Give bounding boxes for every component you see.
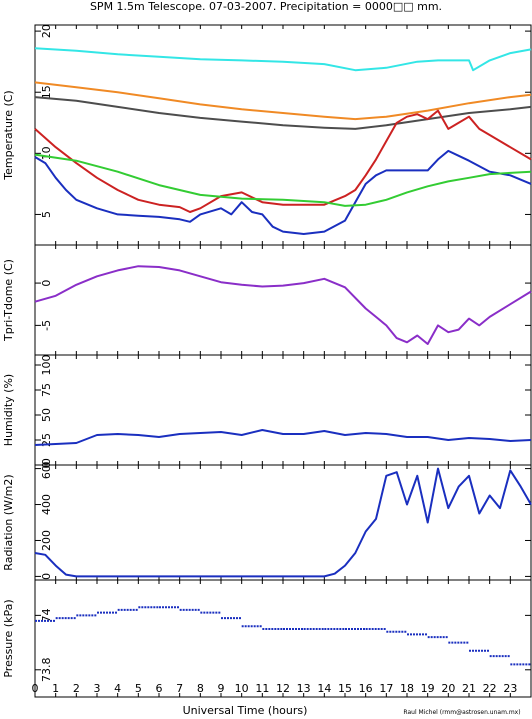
y-axis-label: Pressure (kPa) [2,599,15,677]
x-tick-label: 6 [156,682,163,695]
x-tick-label: 18 [400,682,414,695]
x-tick-label: 1 [52,682,59,695]
x-tick-label: 7 [176,682,183,695]
x-tick-label: 21 [462,682,476,695]
series-line-1 [34,81,532,121]
credit-text: Raul Michel (rmm@astrosen.unam.mx) [403,709,520,716]
panel-1: 0 -5 Tpri-Tdome (C) [2,244,532,356]
y-axis-label: Radiation (W/m2) [2,474,15,570]
x-tick-label: 19 [421,682,435,695]
y-tick-label: 5 [40,211,53,218]
panel-frame [34,354,532,466]
series-line-2 [34,96,532,130]
x-tick-label: 20 [441,682,455,695]
x-axis-label: Universal Time (hours) [183,704,308,717]
x-tick-label: 14 [317,682,331,695]
x-tick-label: 3 [94,682,101,695]
y-axis-label: Tpri-Tdome (C) [2,259,15,342]
y-tick-label: 0 [40,280,53,287]
x-tick-label: 22 [483,682,497,695]
y-tick-label: 0 [40,573,53,580]
series-line-0 [34,265,532,345]
y-tick-label: 15 [40,85,53,99]
series-line-5 [34,153,532,207]
y-tick-label: 74 [40,608,53,622]
x-tick-label: 10 [235,682,249,695]
chart-title: SPM 1.5m Telescope. 07-03-2007. Precipit… [89,0,443,13]
x-tick-label: 15 [338,682,352,695]
y-tick-label: 200 [40,530,53,551]
x-axis: 0 1 2 3 4 5 6 7 8 9 10 11 12 13 14 15 16 17 18 19 20 21 22 23 [32,682,518,695]
x-tick-label: 16 [359,682,373,695]
y-axis-label: Humidity (%) [2,374,15,446]
x-tick-label: 23 [503,682,517,695]
panel-frame [34,464,532,581]
panel-frame [34,244,532,356]
x-tick-label: 8 [197,682,204,695]
y-tick-label: 75 [40,383,53,397]
y-tick-label: 10 [40,146,53,160]
panel-0: 5 10 15 20 Temperature (C) [2,24,532,246]
series-line-4 [34,149,532,235]
y-tick-label: 20 [40,24,53,38]
x-tick-label: 5 [135,682,142,695]
series-line-0 [34,467,532,578]
y-tick-label: 600 [40,458,53,479]
x-tick-label: 11 [255,682,269,695]
x-tick-label: 2 [73,682,80,695]
x-tick-label: 17 [379,682,393,695]
series-line-0 [34,47,532,72]
x-tick-label: 12 [276,682,290,695]
panel-frame [34,579,532,698]
x-tick-label: 4 [114,682,121,695]
y-tick-label: -5 [40,320,53,331]
x-tick-label: 9 [218,682,225,695]
y-tick-label: 100 [40,355,53,376]
y-tick-label: 50 [40,408,53,422]
panel-3: 0 200 400 600 Radiation (W/m2) [2,458,532,581]
series-line-0 [34,429,532,446]
x-tick-label: 0 [32,682,39,695]
y-tick-label: 400 [40,494,53,515]
x-tick-label: 13 [297,682,311,695]
y-tick-label: 73.8 [40,658,53,683]
y-axis-label: Temperature (C) [2,90,15,180]
series-line-3 [34,109,532,213]
